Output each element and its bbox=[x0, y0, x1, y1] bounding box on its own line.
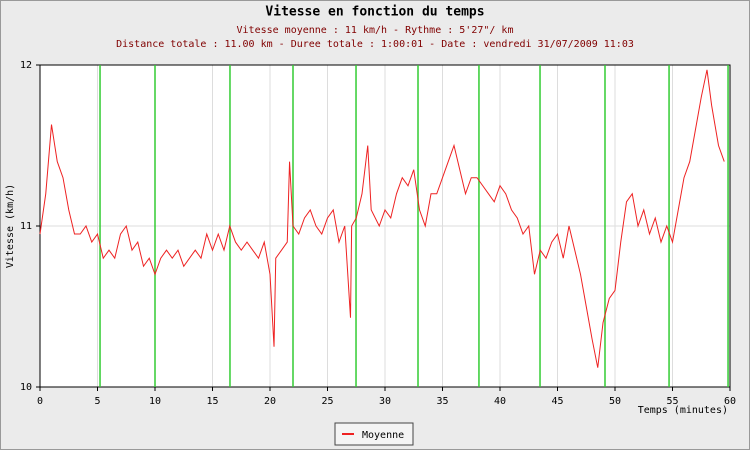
y-tick-label: 12 bbox=[20, 60, 32, 71]
x-tick-label: 40 bbox=[494, 396, 506, 407]
y-tick-label: 10 bbox=[20, 382, 32, 393]
y-axis-label: Vitesse (km/h) bbox=[5, 184, 16, 268]
legend bbox=[334, 422, 414, 446]
subtitle: Vitesse moyenne : 11 km/h - Rythme : 5'2… bbox=[237, 25, 514, 36]
x-axis-label: Temps (minutes) bbox=[638, 405, 728, 416]
chart-title: Vitesse en fonction du temps bbox=[265, 5, 484, 20]
x-tick-label: 45 bbox=[551, 396, 563, 407]
x-tick-label: 60 bbox=[724, 396, 736, 407]
x-tick-label: 25 bbox=[321, 396, 333, 407]
x-tick-label: 5 bbox=[94, 396, 100, 407]
x-tick-label: 50 bbox=[609, 396, 621, 407]
y-tick-label: 11 bbox=[20, 221, 32, 232]
x-tick-label: 0 bbox=[37, 396, 43, 407]
x-tick-label: 10 bbox=[149, 396, 161, 407]
x-tick-label: 55 bbox=[666, 396, 678, 407]
x-tick-label: 15 bbox=[206, 396, 218, 407]
legend-label: Moyenne bbox=[362, 430, 404, 441]
x-tick-label: 20 bbox=[264, 396, 276, 407]
line-series bbox=[39, 69, 725, 368]
plot-border bbox=[39, 64, 731, 388]
subtitle: Distance totale : 11.00 km - Duree total… bbox=[116, 39, 634, 50]
x-tick-label: 30 bbox=[379, 396, 391, 407]
x-tick-label: 35 bbox=[436, 396, 448, 407]
